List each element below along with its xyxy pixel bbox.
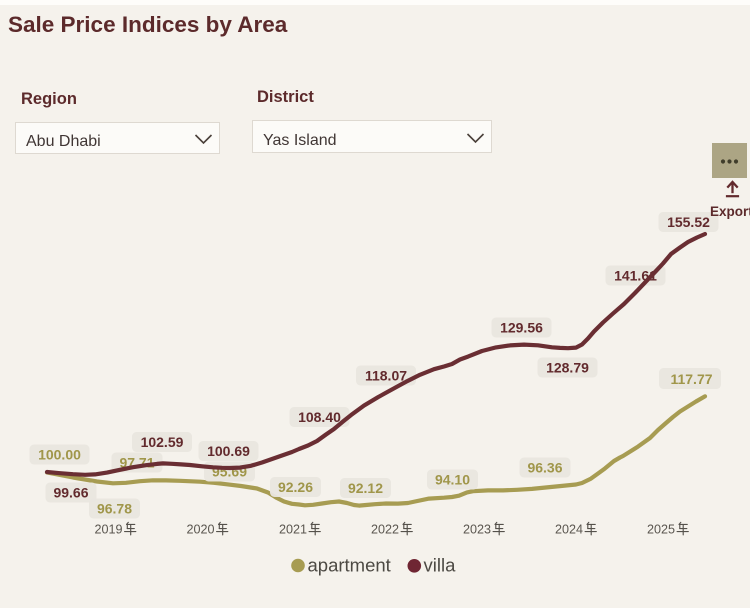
svg-text:2020: 2020 xyxy=(186,523,214,537)
svg-text:2021: 2021 xyxy=(279,523,307,537)
svg-text:94.10: 94.10 xyxy=(435,472,470,488)
svg-text:118.07: 118.07 xyxy=(365,368,407,384)
svg-text:apartment: apartment xyxy=(308,555,391,576)
svg-text:129.56: 129.56 xyxy=(500,320,543,336)
svg-text:108.40: 108.40 xyxy=(298,409,341,425)
svg-text:100.00: 100.00 xyxy=(38,447,81,463)
svg-text:99.66: 99.66 xyxy=(53,485,88,501)
svg-text:2023: 2023 xyxy=(463,523,491,537)
svg-text:96.78: 96.78 xyxy=(97,501,132,517)
svg-text:100.69: 100.69 xyxy=(207,443,250,459)
svg-text:2025: 2025 xyxy=(647,523,675,537)
svg-text:villa: villa xyxy=(424,555,457,576)
svg-text:2019: 2019 xyxy=(94,523,122,537)
svg-text:117.77: 117.77 xyxy=(670,371,712,387)
svg-text:2022: 2022 xyxy=(371,523,399,537)
svg-text:155.52: 155.52 xyxy=(667,214,710,230)
svg-text:92.26: 92.26 xyxy=(278,479,313,495)
svg-text:96.36: 96.36 xyxy=(527,460,562,476)
svg-text:102.59: 102.59 xyxy=(141,434,184,450)
svg-text:128.79: 128.79 xyxy=(546,360,589,376)
svg-text:92.12: 92.12 xyxy=(348,480,383,496)
svg-text:2024: 2024 xyxy=(555,523,583,537)
